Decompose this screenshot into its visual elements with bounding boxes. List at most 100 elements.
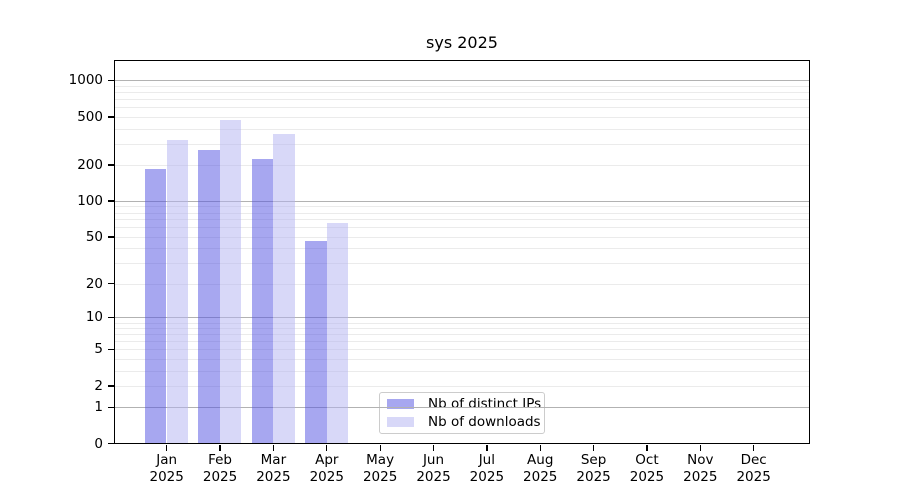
x-tick [753,444,755,451]
x-tick-month: Jan [156,451,178,468]
y-tick [108,385,114,387]
x-tick-month: Nov [687,451,714,468]
bar-feb-distinct-ips [198,150,220,444]
y-tick-label: 5 [94,341,103,358]
x-tick-month: May [366,451,395,468]
legend-swatch-downloads [387,417,414,427]
y-tick [108,200,114,202]
gridline-minor [114,128,810,130]
gridline-minor [114,248,810,250]
x-tick-month: Apr [315,451,339,468]
x-tick [539,444,541,451]
gridline-major [114,80,810,82]
y-tick [108,443,114,445]
x-tick-label: Dec 2025 [722,452,786,487]
x-tick-month: Aug [527,451,554,468]
x-tick-label: Sep 2025 [562,452,626,487]
x-tick-label: May 2025 [348,452,412,487]
gridline-minor [114,263,810,265]
x-tick [646,444,648,451]
y-tick [108,79,114,82]
gridline-minor [114,227,810,229]
x-tick-label: Aug 2025 [508,452,572,487]
x-tick-month: Feb [208,451,232,468]
y-tick [108,348,114,351]
plot-border [114,60,810,444]
x-tick-label: Feb 2025 [188,452,252,487]
y-tick [108,406,114,408]
x-tick-label: Jan 2025 [135,452,199,487]
gridline-minor [114,322,810,324]
y-tick-label: 1 [94,399,103,416]
legend-label-downloads: Nb of downloads [428,414,541,430]
gridline-minor [114,334,810,336]
x-tick-label: Jul 2025 [455,452,519,487]
y-tick [108,236,114,238]
bar-mar-distinct-ips [251,158,274,444]
x-tick [699,444,701,451]
y-tick [108,116,114,118]
x-tick-month: Mar [260,451,287,468]
gridline-minor [114,116,810,118]
bar-feb-downloads [219,120,242,444]
x-tick [592,444,595,451]
x-tick-year: 2025 [416,469,451,485]
x-tick [272,444,275,451]
x-tick [219,444,221,451]
gridline-minor [114,283,810,285]
x-tick-month: Oct [635,451,659,468]
gridline-minor [114,164,810,166]
x-tick-year: 2025 [683,469,718,485]
x-tick [326,444,328,451]
gridline-minor [114,143,810,145]
gridline-minor [114,85,810,87]
x-tick [486,444,488,451]
gridline-minor [114,99,810,101]
x-tick [379,444,381,451]
x-tick-year: 2025 [629,469,665,485]
x-tick [166,444,168,451]
x-tick-month: Jun [422,451,445,468]
gridline-minor [114,212,810,214]
x-tick-year: 2025 [523,469,558,485]
gridline-minor [114,328,810,330]
legend-swatch-distinct-ips [387,399,414,409]
gridline-minor [114,341,810,343]
gridline-minor [114,370,810,372]
y-tick-label: 0 [94,435,103,452]
x-tick-year: 2025 [149,469,184,485]
x-tick-year: 2025 [576,469,611,485]
y-tick [108,283,114,285]
y-tick [108,316,114,319]
x-tick-label: Oct 2025 [615,452,679,487]
gridline-minor [114,206,810,208]
y-tick-label: 100 [77,192,103,209]
x-tick-label: Apr 2025 [295,452,359,487]
x-tick-year: 2025 [362,469,398,485]
x-tick-label: Nov 2025 [668,452,732,487]
y-tick-label: 200 [77,156,103,173]
y-tick-label: 20 [85,275,103,292]
bar-apr-distinct-ips [304,241,327,444]
bar-jan-distinct-ips [144,168,167,444]
gridline-minor [114,358,810,360]
x-tick-year: 2025 [256,469,291,485]
chart-title: sys 2025 [426,33,498,52]
gridline-minor [114,107,810,109]
x-tick-year: 2025 [202,469,238,485]
y-tick-label: 1000 [68,72,103,89]
x-tick-month: Jul [478,451,495,468]
bar-jan-downloads [166,140,189,444]
y-tick-label: 2 [94,377,103,394]
gridline-major [114,200,810,202]
gridline-minor [114,236,810,238]
bar-mar-downloads [273,134,295,444]
bar-apr-downloads [326,222,349,444]
x-tick-year: 2025 [469,469,505,485]
x-tick-label: Jun 2025 [402,452,466,487]
x-tick-month: Dec [740,451,767,468]
gridline-minor [114,349,810,351]
gridline-minor [114,92,810,94]
y-tick-label: 10 [85,309,103,326]
